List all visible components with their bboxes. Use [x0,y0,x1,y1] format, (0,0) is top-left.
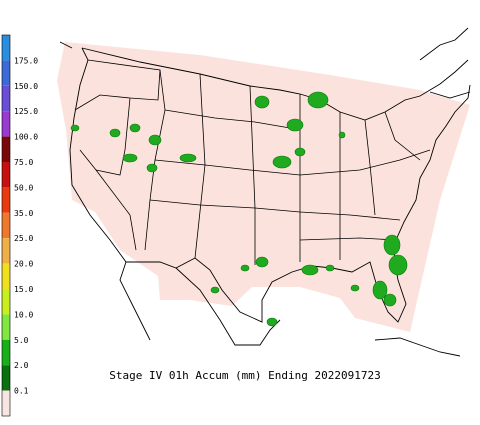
legend-label: 15.0 [14,285,33,294]
legend-swatch [2,187,10,213]
legend-label: 35.0 [14,209,33,218]
legend-swatch [2,339,10,366]
legend-swatch [2,263,10,289]
legend-label: 25.0 [14,234,33,243]
legend-swatch [2,35,10,61]
caption: Stage IV 01h Accum (mm) Ending 202209172… [109,369,381,382]
legend-swatch [2,60,10,86]
legend-label: 100.0 [14,133,38,142]
mexico-coast [119,261,281,346]
legend-swatch [2,289,10,315]
legend-label: 75.0 [14,158,33,167]
legend-label: 20.0 [14,260,33,269]
legend-label: 50.0 [14,183,33,192]
legend-label: 150.0 [14,82,38,91]
legend-swatch [2,238,10,264]
canada-coast [59,27,471,99]
legend-swatch [2,162,10,188]
legend-label: 125.0 [14,107,38,116]
legend-swatch [2,314,10,340]
legend-label: 2.0 [14,361,29,370]
legend-swatch [2,365,10,391]
legend-frame [1,34,11,417]
state-lines [74,59,431,265]
legend-label: 0.1 [14,387,29,396]
legend-swatch [2,212,10,239]
legend-swatch [2,136,10,162]
legend-label: 5.0 [14,336,29,345]
legend-label: 175.0 [14,56,38,65]
precip-areas [70,91,408,327]
color-legend: 175.0 150.0 125.0 100.0 75.0 50.0 35.0 25.0 20.0… [1,34,38,417]
legend-label: 10.0 [14,310,33,319]
domain [57,42,470,332]
legend-swatch [2,390,10,416]
legend-swatch [2,85,10,112]
legend-swatch [2,111,10,137]
cuba [374,337,461,357]
